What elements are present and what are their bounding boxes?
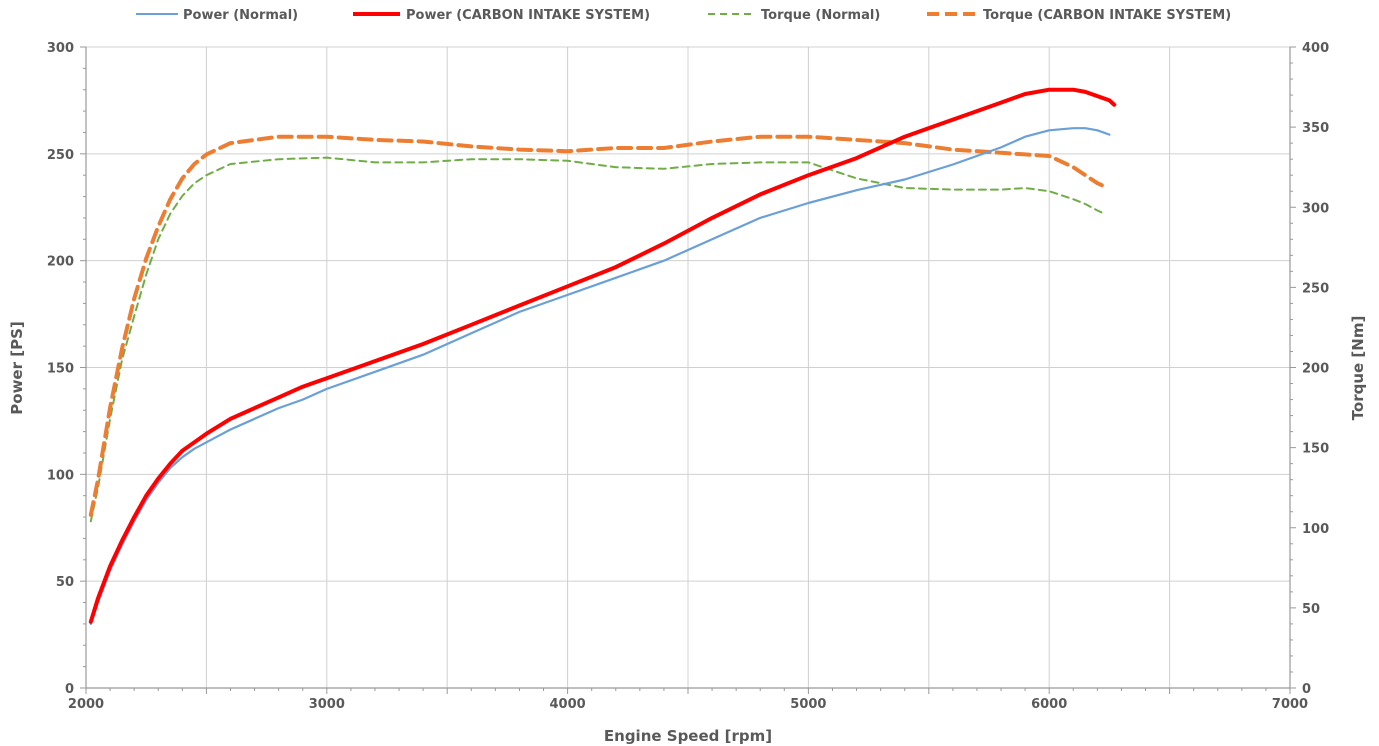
series-line-power-carbon-intake-system <box>88 87 1117 624</box>
y-tick-label-left: 200 <box>47 255 74 270</box>
y-tick-label-right: 0 <box>1302 682 1311 697</box>
legend-label-power-normal: Power (Normal) <box>183 8 298 23</box>
series-line-torque-carbon-intake-system <box>88 134 1107 517</box>
x-axis-title: Engine Speed [rpm] <box>604 727 772 745</box>
legend-item-torque-normal: Torque (Normal) <box>708 8 880 23</box>
y-tick-label-left: 0 <box>65 682 74 697</box>
y-tick-label-left: 50 <box>56 575 74 590</box>
x-tick-label: 7000 <box>1272 697 1308 712</box>
y-tick-label-left: 250 <box>47 148 74 163</box>
legend: Power (Normal) Power (CARBON INTAKE SYST… <box>136 8 1231 23</box>
legend-label-power-carbon: Power (CARBON INTAKE SYSTEM) <box>406 8 650 23</box>
x-tick-label: 3000 <box>309 697 345 712</box>
y-tick-label-right: 350 <box>1302 121 1329 136</box>
legend-item-power-carbon: Power (CARBON INTAKE SYSTEM) <box>353 8 650 23</box>
y-tick-label-left: 150 <box>47 362 74 377</box>
x-tick-label: 6000 <box>1031 697 1067 712</box>
tick-labels: 2000 3000 4000 5000 6000 70000501001502002503… <box>47 41 1329 712</box>
gridlines <box>86 46 1290 688</box>
y-tick-label-left: 100 <box>47 468 74 483</box>
y-tick-label-left: 300 <box>47 41 74 56</box>
series-line-torque-normal <box>89 156 1106 523</box>
y-tick-label-right: 50 <box>1302 602 1320 617</box>
x-tick-label: 4000 <box>550 697 586 712</box>
y-tick-label-right: 100 <box>1302 522 1329 537</box>
y-tick-label-right: 200 <box>1302 362 1329 377</box>
y-tick-label-right: 250 <box>1302 281 1329 296</box>
series-line-power-normal <box>89 127 1111 626</box>
y-axis-title-right: Torque [Nm] <box>1349 316 1367 421</box>
x-tick-label: 2000 <box>68 697 104 712</box>
legend-label-torque-normal: Torque (Normal) <box>761 8 880 23</box>
y-tick-label-right: 150 <box>1302 442 1329 457</box>
legend-label-torque-carbon: Torque (CARBON INTAKE SYSTEM) <box>983 8 1231 23</box>
y-axis-title-left: Power [PS] <box>8 321 26 414</box>
legend-item-power-normal: Power (Normal) <box>136 8 298 23</box>
y-tick-label-right: 300 <box>1302 201 1329 216</box>
y-tick-label-right: 400 <box>1302 41 1329 56</box>
series-lines <box>88 87 1117 626</box>
legend-item-torque-carbon: Torque (CARBON INTAKE SYSTEM) <box>927 8 1231 23</box>
x-tick-label: 5000 <box>790 697 826 712</box>
